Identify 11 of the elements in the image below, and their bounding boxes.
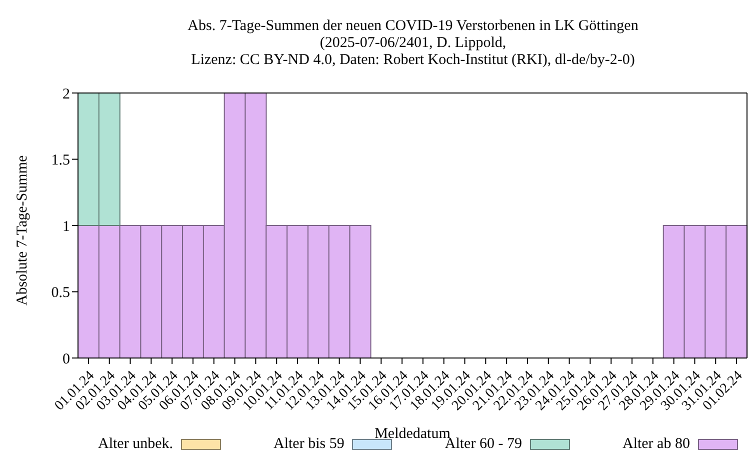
y-tick-label: 1.5 bbox=[51, 152, 70, 169]
y-tick-label: 0.5 bbox=[51, 285, 70, 302]
y-tick-label: 0 bbox=[62, 351, 70, 368]
legend-label: Alter ab 80 bbox=[622, 436, 690, 450]
y-tick-label: 2 bbox=[62, 86, 70, 102]
legend-label: Alter unbek. bbox=[98, 436, 173, 450]
y-tick-label: 1 bbox=[62, 218, 70, 235]
chart-subtitle: (2025-07-06/2401, D. Lippold, Lizenz: CC BY-ND 4.0, Daten: Robert Koch-Institut (RKI), dl-de/by-2-0) bbox=[190, 35, 636, 69]
chart-title: Abs. 7-Tage-Summen der neuen COVID-19 Verstorbenen in LK Göttingen bbox=[186, 18, 640, 35]
legend-label: Alter bis 59 bbox=[274, 436, 344, 450]
y-axis-title: Absolute 7-Tage-Summe bbox=[14, 154, 30, 306]
